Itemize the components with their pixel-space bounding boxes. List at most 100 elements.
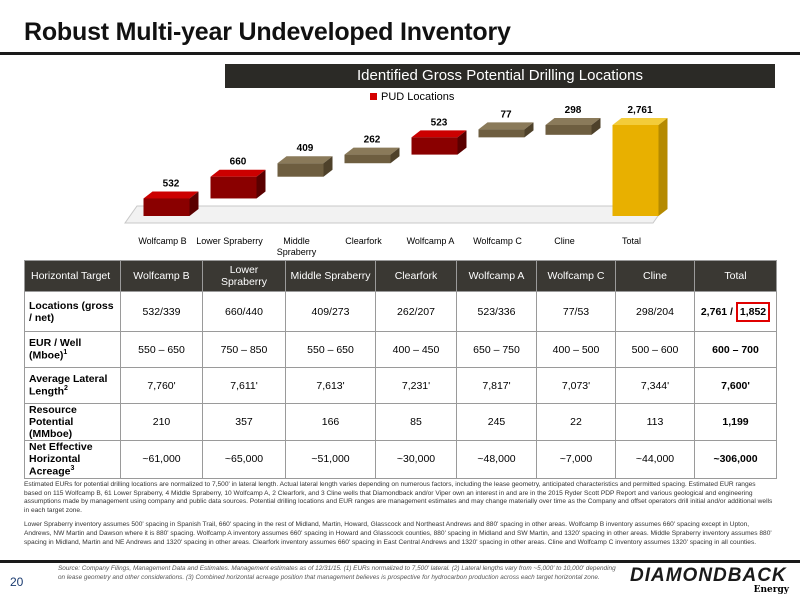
logo-subtitle: Energy bbox=[753, 585, 789, 595]
net-total-highlight: 1,852 bbox=[735, 301, 771, 322]
category-label-4: Wolfcamp A bbox=[407, 236, 455, 246]
column-header-4: Clearfork bbox=[375, 260, 457, 292]
waterfall-chart: PUD Locations 532 Wolfcamp B 660 Lower Sprab… bbox=[124, 91, 668, 257]
company-logo: DIAMONDBACK Energy bbox=[630, 565, 795, 597]
table-cell: 22 bbox=[536, 403, 616, 441]
table-cell: 85 bbox=[375, 403, 457, 441]
bar-top-1 bbox=[210, 169, 266, 177]
note-eur: Estimated EURs for potential drilling lo… bbox=[24, 481, 773, 514]
total-cell: 1,199 bbox=[694, 403, 777, 441]
bar-side-6 bbox=[591, 118, 601, 135]
table-cell: ~48,000 bbox=[456, 440, 537, 479]
category-label-2-b: Spraberry bbox=[277, 247, 317, 257]
table-cell: 409/273 bbox=[285, 291, 376, 332]
table-cell: 660/440 bbox=[202, 291, 286, 332]
bar-side-3 bbox=[390, 147, 400, 164]
data-label-0: 532 bbox=[163, 178, 180, 189]
row-label: Average Lateral Length2 bbox=[24, 367, 121, 404]
table-row: Resource Potential (MMboe) 210 357 166 85 245… bbox=[24, 403, 777, 441]
data-label-6: 298 bbox=[565, 105, 582, 116]
row-label: Resource Potential (MMboe) bbox=[24, 403, 121, 441]
category-label-0: Wolfcamp B bbox=[138, 236, 186, 246]
table-cell: 532/339 bbox=[120, 291, 203, 332]
bar-0 bbox=[143, 198, 190, 216]
bar-6 bbox=[545, 125, 592, 135]
table-row: Locations (gross / net) 532/339 660/440 409… bbox=[24, 291, 777, 332]
table-cell: 550 – 650 bbox=[120, 331, 203, 368]
source-footnote: Source: Company Filings, Management Data… bbox=[58, 565, 616, 581]
table-header-row: Horizontal Target Wolfcamp B Lower Spraber… bbox=[24, 260, 777, 292]
chart-banner: Identified Gross Potential Drilling Loca… bbox=[225, 64, 775, 88]
table-cell: 210 bbox=[120, 403, 203, 441]
table-row: EUR / Well (Mboe)1 550 – 650 750 – 850 550 … bbox=[24, 331, 777, 368]
footer-divider bbox=[0, 560, 800, 563]
total-cell: 7,600' bbox=[694, 367, 777, 404]
table-cell: 113 bbox=[615, 403, 695, 441]
bar-4 bbox=[411, 137, 458, 155]
column-header-1: Wolfcamp B bbox=[120, 260, 203, 292]
table-cell: 750 – 850 bbox=[202, 331, 286, 368]
column-header-8: Total bbox=[694, 260, 777, 292]
table-row: Average Lateral Length2 7,760' 7,611' 7,613… bbox=[24, 367, 777, 404]
data-label-2: 409 bbox=[297, 143, 314, 154]
bar-3 bbox=[344, 154, 391, 164]
notes: Estimated EURs for potential drilling lo… bbox=[24, 481, 774, 553]
bar-top-6 bbox=[545, 118, 601, 125]
table-cell: 7,817' bbox=[456, 367, 537, 404]
table-cell: ~30,000 bbox=[375, 440, 457, 479]
category-label-5: Wolfcamp C bbox=[473, 236, 522, 246]
total-cell: 2,761 / 1,852 bbox=[694, 291, 777, 332]
bar-side-4 bbox=[457, 130, 467, 155]
row-label: Locations (gross / net) bbox=[24, 291, 121, 332]
table-cell: ~61,000 bbox=[120, 440, 203, 479]
column-header-5: Wolfcamp A bbox=[456, 260, 537, 292]
table-cell: 7,613' bbox=[285, 367, 376, 404]
column-header-7: Cline bbox=[615, 260, 695, 292]
bar-top-5 bbox=[478, 122, 534, 130]
table-cell: 7,073' bbox=[536, 367, 616, 404]
page-number: 20 bbox=[10, 575, 24, 589]
table-cell: 77/53 bbox=[536, 291, 616, 332]
title-divider bbox=[0, 52, 800, 55]
bar-side-7 bbox=[658, 118, 668, 216]
total-cell: 600 – 700 bbox=[694, 331, 777, 368]
table-cell: 7,231' bbox=[375, 367, 457, 404]
table-cell: ~51,000 bbox=[285, 440, 376, 479]
column-header-6: Wolfcamp C bbox=[536, 260, 616, 292]
table-cell: 400 – 450 bbox=[375, 331, 457, 368]
note-spacing: Lower Spraberry inventory assumes 500' s… bbox=[24, 521, 772, 546]
footnote-marker: 2 bbox=[64, 385, 68, 393]
table-cell: ~44,000 bbox=[615, 440, 695, 479]
row-label: Net Effective Horizontal Acreage3 bbox=[24, 440, 121, 479]
bar-5 bbox=[478, 129, 525, 138]
footnote-marker: 1 bbox=[63, 349, 68, 357]
category-label-7: Total bbox=[622, 236, 641, 246]
table-cell: 400 – 500 bbox=[536, 331, 616, 368]
inventory-table: Horizontal Target Wolfcamp B Lower Spraber… bbox=[24, 260, 777, 479]
logo-wordmark: DIAMONDBACK bbox=[630, 565, 787, 586]
chart-floor bbox=[124, 205, 666, 224]
category-label-1: Lower Spraberry bbox=[196, 236, 263, 246]
row-label: EUR / Well (Mboe)1 bbox=[24, 331, 121, 368]
table-cell: 500 – 600 bbox=[615, 331, 695, 368]
data-label-7: 2,761 bbox=[627, 105, 652, 116]
legend-label-pud: PUD Locations bbox=[381, 91, 455, 103]
data-label-4: 523 bbox=[431, 117, 448, 128]
bar-1 bbox=[210, 176, 257, 199]
data-label-3: 262 bbox=[364, 135, 381, 146]
bar-top-7 bbox=[612, 118, 668, 125]
category-label-2: Middle bbox=[283, 236, 310, 246]
page-title: Robust Multi-year Undeveloped Inventory bbox=[24, 18, 511, 46]
bar-7 bbox=[612, 125, 659, 216]
table-cell: 7,344' bbox=[615, 367, 695, 404]
table-cell: ~65,000 bbox=[202, 440, 286, 479]
table-cell: ~7,000 bbox=[536, 440, 616, 479]
table-cell: 550 – 650 bbox=[285, 331, 376, 368]
bar-side-2 bbox=[323, 156, 333, 177]
bar-2 bbox=[277, 163, 324, 177]
column-header-2: Lower Spraberry bbox=[202, 260, 286, 292]
table-cell: 298/204 bbox=[615, 291, 695, 332]
category-label-6: Cline bbox=[554, 236, 575, 246]
column-header-0: Horizontal Target bbox=[24, 260, 121, 292]
table-cell: 7,611' bbox=[202, 367, 286, 404]
